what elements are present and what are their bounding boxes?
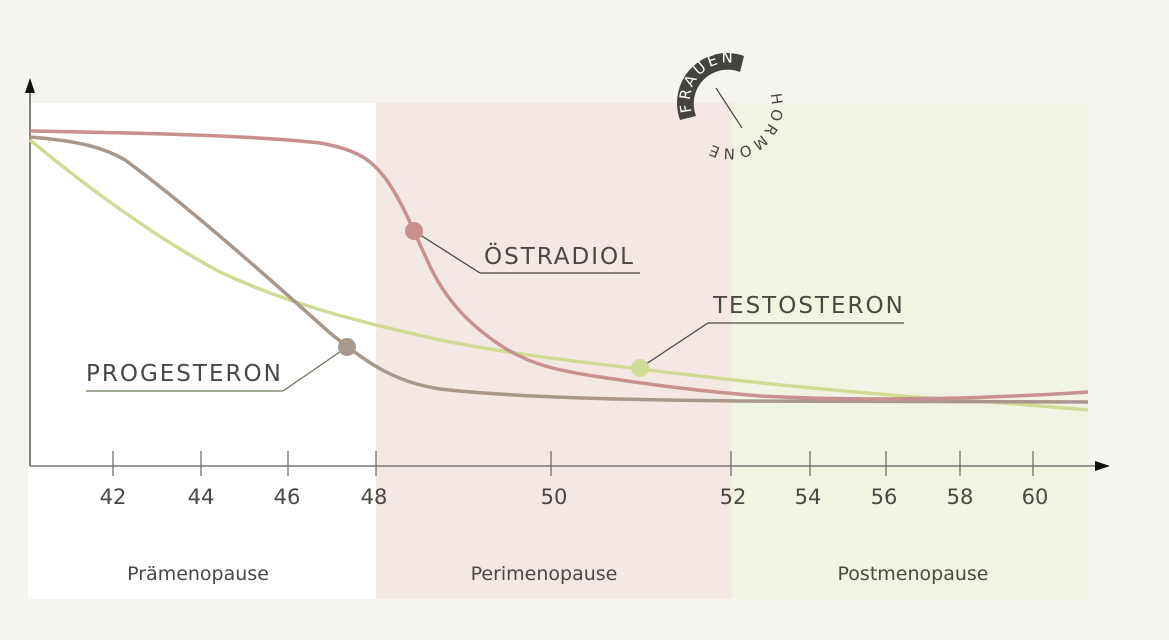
tick-label: 52 [720, 485, 747, 509]
tick-label: 58 [947, 485, 974, 509]
phase-label-postmenopause: Postmenopause [838, 563, 989, 585]
phase-bg-perimenopause [376, 103, 732, 599]
logo-slash [715, 87, 743, 129]
progesteron-label: PROGESTERON [86, 361, 283, 387]
testosteron-label: TESTOSTERON [712, 293, 905, 319]
oestradiol-label: ÖSTRADIOL [484, 242, 635, 270]
logo-badge [677, 53, 744, 120]
tick-label: 50 [541, 485, 568, 509]
progesteron-marker [338, 338, 356, 356]
line-oestradiol [29, 129, 1089, 401]
tick-label: 42 [100, 485, 127, 509]
phase-label-perimenopause: Perimenopause [471, 563, 618, 585]
tick-label: 48 [361, 485, 388, 509]
tick-label: 44 [188, 485, 215, 509]
testosteron-leader [639, 322, 709, 369]
phase-label-praemenopause: Prämenopause [127, 563, 269, 585]
phase-bg-postmenopause [732, 103, 1088, 599]
tick-label: 56 [871, 485, 898, 509]
x-ticks [112, 451, 1034, 476]
y-axis-arrow-icon [25, 78, 35, 93]
oestradiol-marker [405, 222, 423, 240]
tick-label: 60 [1022, 485, 1049, 509]
tick-label: 46 [274, 485, 301, 509]
testosteron-marker [631, 359, 649, 377]
oestradiol-leader [413, 230, 481, 274]
tick-label: 54 [795, 485, 822, 509]
line-progesteron [29, 135, 1089, 404]
x-axis-arrow-icon [1095, 461, 1110, 471]
progesteron-leader [282, 346, 348, 392]
phase-bg-praemenopause [28, 103, 376, 599]
